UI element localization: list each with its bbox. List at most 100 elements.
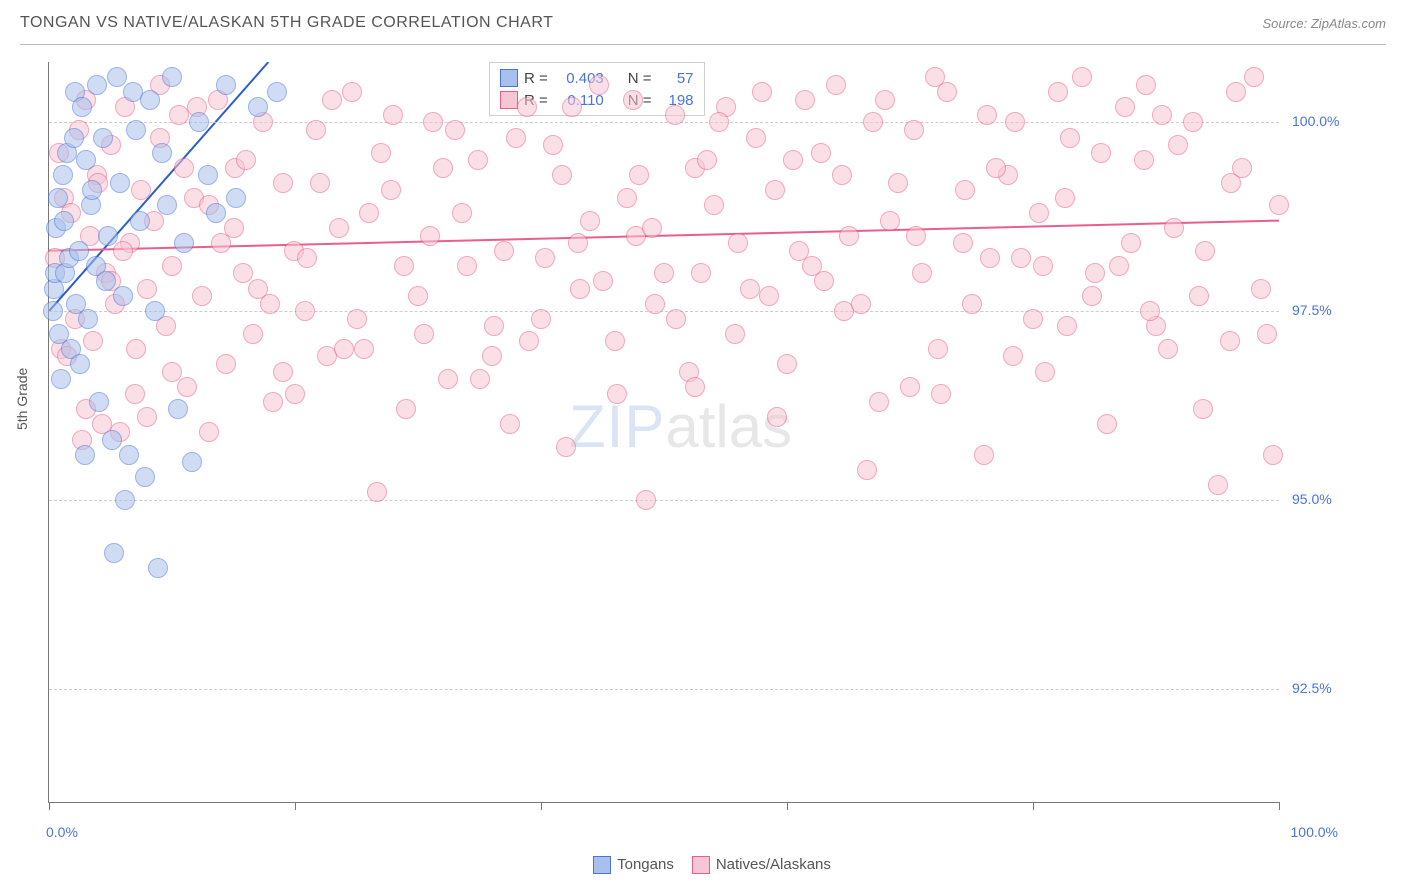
tongan-swatch-bottom (593, 856, 611, 874)
y-tick-label: 100.0% (1292, 113, 1339, 129)
native-point (704, 195, 724, 215)
R-label: R = (524, 70, 548, 87)
tongan-point (75, 445, 95, 465)
tongan-point (64, 128, 84, 148)
native-point (137, 407, 157, 427)
native-point (570, 279, 590, 299)
native-point (980, 248, 1000, 268)
y-tick-label: 92.5% (1292, 680, 1332, 696)
native-point (482, 346, 502, 366)
native-point (552, 165, 572, 185)
native-point (420, 226, 440, 246)
native-point (125, 384, 145, 404)
native-point (1029, 203, 1049, 223)
tongan-point (119, 445, 139, 465)
native-point (1023, 309, 1043, 329)
tongan-point (182, 452, 202, 472)
native-point (519, 331, 539, 351)
native-point (851, 294, 871, 314)
tongan-point (267, 82, 287, 102)
native-point (445, 120, 465, 140)
native-point (953, 233, 973, 253)
native-point (740, 279, 760, 299)
tongan-point (107, 67, 127, 87)
gridline (49, 122, 1279, 123)
native-point (1158, 339, 1178, 359)
tongan-point (53, 165, 73, 185)
native-point (977, 105, 997, 125)
native-point (396, 399, 416, 419)
tongan-swatch (500, 69, 518, 87)
native-point (1168, 135, 1188, 155)
tongan-point (69, 241, 89, 261)
native-point (562, 97, 582, 117)
native-point (802, 256, 822, 276)
native-point (937, 82, 957, 102)
native-point (568, 233, 588, 253)
tongan-point (89, 392, 109, 412)
native-point (1033, 256, 1053, 276)
native-point (470, 369, 490, 389)
tongan-point (130, 211, 150, 231)
native-point (685, 377, 705, 397)
native-point (162, 256, 182, 276)
native-point (1091, 143, 1111, 163)
tongan-point (206, 203, 226, 223)
native-point (974, 445, 994, 465)
native-point (1003, 346, 1023, 366)
native-point (888, 173, 908, 193)
native-point (746, 128, 766, 148)
native-point (162, 362, 182, 382)
native-point (494, 241, 514, 261)
tongan-point (54, 211, 74, 231)
native-point (371, 143, 391, 163)
native-point (589, 75, 609, 95)
tongan-point (216, 75, 236, 95)
native-point (767, 407, 787, 427)
x-tick (49, 802, 50, 810)
tongan-point (226, 188, 246, 208)
native-point (931, 384, 951, 404)
native-point (1193, 399, 1213, 419)
native-point (1136, 75, 1156, 95)
native-point (1164, 218, 1184, 238)
native-point (484, 316, 504, 336)
tongan-point (145, 301, 165, 321)
native-point (863, 112, 883, 132)
native-point (1220, 331, 1240, 351)
native-point (691, 263, 711, 283)
native-point (839, 226, 859, 246)
native-point (306, 120, 326, 140)
native-point (617, 188, 637, 208)
native-point (506, 128, 526, 148)
native-point (243, 324, 263, 344)
native-point (593, 271, 613, 291)
native-point (295, 301, 315, 321)
native-point (408, 286, 428, 306)
native-point (605, 331, 625, 351)
native-point (666, 309, 686, 329)
native-point (811, 143, 831, 163)
native-point (174, 158, 194, 178)
y-tick-label: 97.5% (1292, 302, 1332, 318)
tongan-point (168, 399, 188, 419)
tongan-point (248, 97, 268, 117)
native-point (500, 414, 520, 434)
native-point (438, 369, 458, 389)
native-point (1189, 286, 1209, 306)
chart-title: TONGAN VS NATIVE/ALASKAN 5TH GRADE CORRE… (20, 14, 553, 31)
native-point (556, 437, 576, 457)
native-point (381, 180, 401, 200)
native-point (1152, 105, 1172, 125)
tongan-point (126, 120, 146, 140)
native-point (1263, 445, 1283, 465)
tongan-point (87, 75, 107, 95)
native-point (832, 165, 852, 185)
native-point (654, 263, 674, 283)
native-point (342, 82, 362, 102)
x-tick (295, 802, 296, 810)
tongan-point (98, 226, 118, 246)
native-point (273, 173, 293, 193)
native-point (709, 112, 729, 132)
native-point (354, 339, 374, 359)
